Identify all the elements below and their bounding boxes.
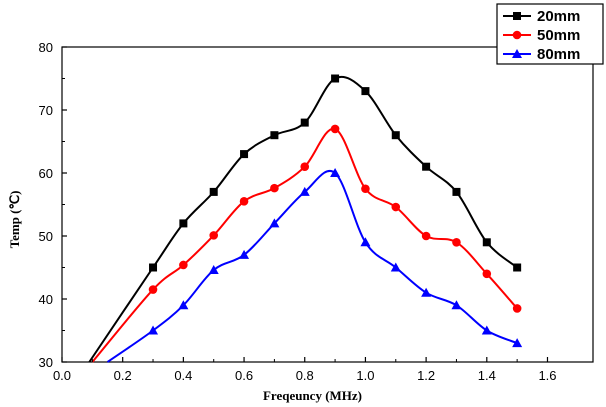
- x-tick-label: 1.6: [538, 368, 556, 383]
- legend: 20mm 50mm 80mm: [496, 3, 604, 65]
- y-axis-title: Temp (℃): [7, 191, 22, 249]
- data-point: [361, 184, 370, 194]
- data-point: [513, 263, 522, 272]
- data-point: [360, 237, 371, 247]
- legend-label: 50mm: [537, 27, 580, 44]
- series-50mm: [91, 124, 522, 363]
- legend-label: 20mm: [537, 8, 580, 25]
- y-tick-label: 50: [39, 229, 53, 244]
- x-tick-label: 1.4: [478, 368, 496, 383]
- data-point: [239, 197, 249, 206]
- x-tick-label: 0.0: [53, 368, 71, 383]
- legend-marker: [512, 49, 522, 58]
- legend-item-50mm: 50mm: [503, 27, 580, 44]
- legend-marker: [513, 12, 521, 20]
- data-point: [452, 238, 461, 247]
- data-point: [482, 269, 492, 279]
- data-point: [270, 183, 279, 193]
- x-tick-label: 0.6: [235, 368, 253, 383]
- data-point: [179, 260, 188, 270]
- data-point: [269, 218, 280, 228]
- data-point: [330, 124, 340, 134]
- data-point: [390, 262, 401, 272]
- y-tick-label: 70: [39, 103, 53, 118]
- data-point: [148, 285, 158, 294]
- x-axis-title: Freqeuncy (MHz): [263, 388, 362, 403]
- y-tick-label: 80: [39, 40, 53, 55]
- data-point: [178, 300, 189, 310]
- data-point: [330, 168, 341, 177]
- axes-layer: 0.0 0.2 0.4 0.6 0.8 1.0 1.2 1.4 1.6 30 40 50 60 70 80: [39, 40, 557, 383]
- series-line: [106, 170, 518, 363]
- data-point: [391, 131, 400, 140]
- data-point: [299, 186, 310, 196]
- legend-item-20mm: 20mm: [503, 8, 580, 25]
- x-tick-label: 0.2: [114, 368, 132, 383]
- data-point: [179, 219, 188, 228]
- data-point: [512, 304, 522, 313]
- data-point: [270, 131, 279, 140]
- data-point: [239, 249, 250, 259]
- data-point: [149, 263, 158, 272]
- x-tick-label: 0.4: [174, 368, 192, 383]
- data-point: [361, 87, 370, 96]
- data-point: [240, 150, 249, 159]
- plot-area: [61, 46, 594, 363]
- data-point: [300, 118, 309, 127]
- data-point: [331, 74, 340, 83]
- data-point: [209, 231, 219, 240]
- x-tick-label: 1.2: [417, 368, 435, 383]
- series-layer: [88, 74, 523, 363]
- x-tick-label: 0.8: [296, 368, 314, 383]
- x-tick-label: 1.0: [356, 368, 374, 383]
- y-tick-label: 30: [39, 355, 53, 370]
- data-point: [481, 325, 492, 335]
- y-tick-label: 60: [39, 166, 53, 181]
- plot-frame: [61, 46, 594, 363]
- y-tick-label: 40: [39, 292, 53, 307]
- data-point: [451, 300, 462, 310]
- data-point: [421, 287, 432, 297]
- data-point: [148, 325, 159, 335]
- legend-marker: [512, 30, 522, 40]
- data-point: [512, 338, 523, 348]
- legend-item-80mm: 80mm: [503, 46, 580, 63]
- data-point: [452, 187, 461, 196]
- series-20mm: [88, 74, 522, 363]
- data-point: [482, 238, 491, 247]
- data-point: [209, 187, 218, 196]
- data-point: [208, 265, 219, 275]
- data-point: [421, 231, 431, 241]
- data-point: [391, 202, 401, 212]
- data-point: [300, 162, 310, 171]
- legend-label: 80mm: [537, 46, 580, 63]
- series-80mm: [106, 168, 523, 363]
- data-point: [422, 162, 431, 171]
